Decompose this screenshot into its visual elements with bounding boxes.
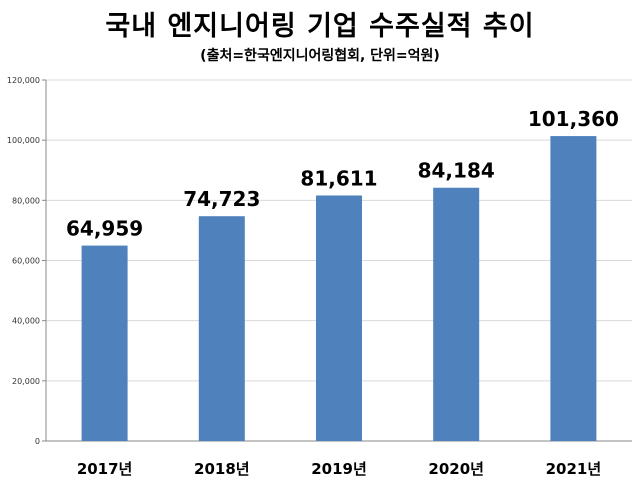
bar	[433, 187, 480, 441]
y-tick-label: 80,000	[12, 196, 40, 205]
x-tick-label: 2017년	[77, 460, 133, 478]
bar	[550, 136, 597, 442]
y-tick-label: 0	[35, 437, 40, 446]
y-tick-label: 120,000	[7, 76, 40, 85]
y-tick-label: 20,000	[12, 377, 40, 386]
x-tick-label: 2019년	[311, 460, 367, 478]
bars	[81, 136, 597, 442]
y-tick-label: 100,000	[7, 136, 40, 145]
y-tick-label: 40,000	[12, 317, 40, 326]
chart-title: 국내 엔지니어링 기업 수주실적 추이	[105, 11, 535, 42]
data-label: 64,959	[66, 217, 143, 241]
chart-subtitle: (출처=한국엔지니어링협회, 단위=억원)	[200, 48, 440, 64]
x-tick-labels: 2017년 2018년 2019년 2020년 2021년	[77, 460, 601, 478]
data-label: 84,184	[418, 159, 495, 183]
x-tick-label: 2021년	[546, 460, 602, 478]
x-tick-label: 2018년	[194, 460, 250, 478]
data-label: 74,723	[183, 187, 260, 211]
y-tick-label: 60,000	[12, 257, 40, 266]
bar	[198, 216, 245, 441]
bar	[81, 245, 128, 441]
y-tick-labels: 0 20,000 40,000 60,000 80,000 100,000 120,000	[7, 76, 40, 446]
data-labels: 64,959 74,723 81,611 84,184 101,360	[66, 107, 619, 241]
x-tick-label: 2020년	[428, 460, 484, 478]
bar	[316, 195, 362, 441]
data-label: 101,360	[528, 107, 619, 131]
data-label: 81,611	[300, 166, 377, 190]
